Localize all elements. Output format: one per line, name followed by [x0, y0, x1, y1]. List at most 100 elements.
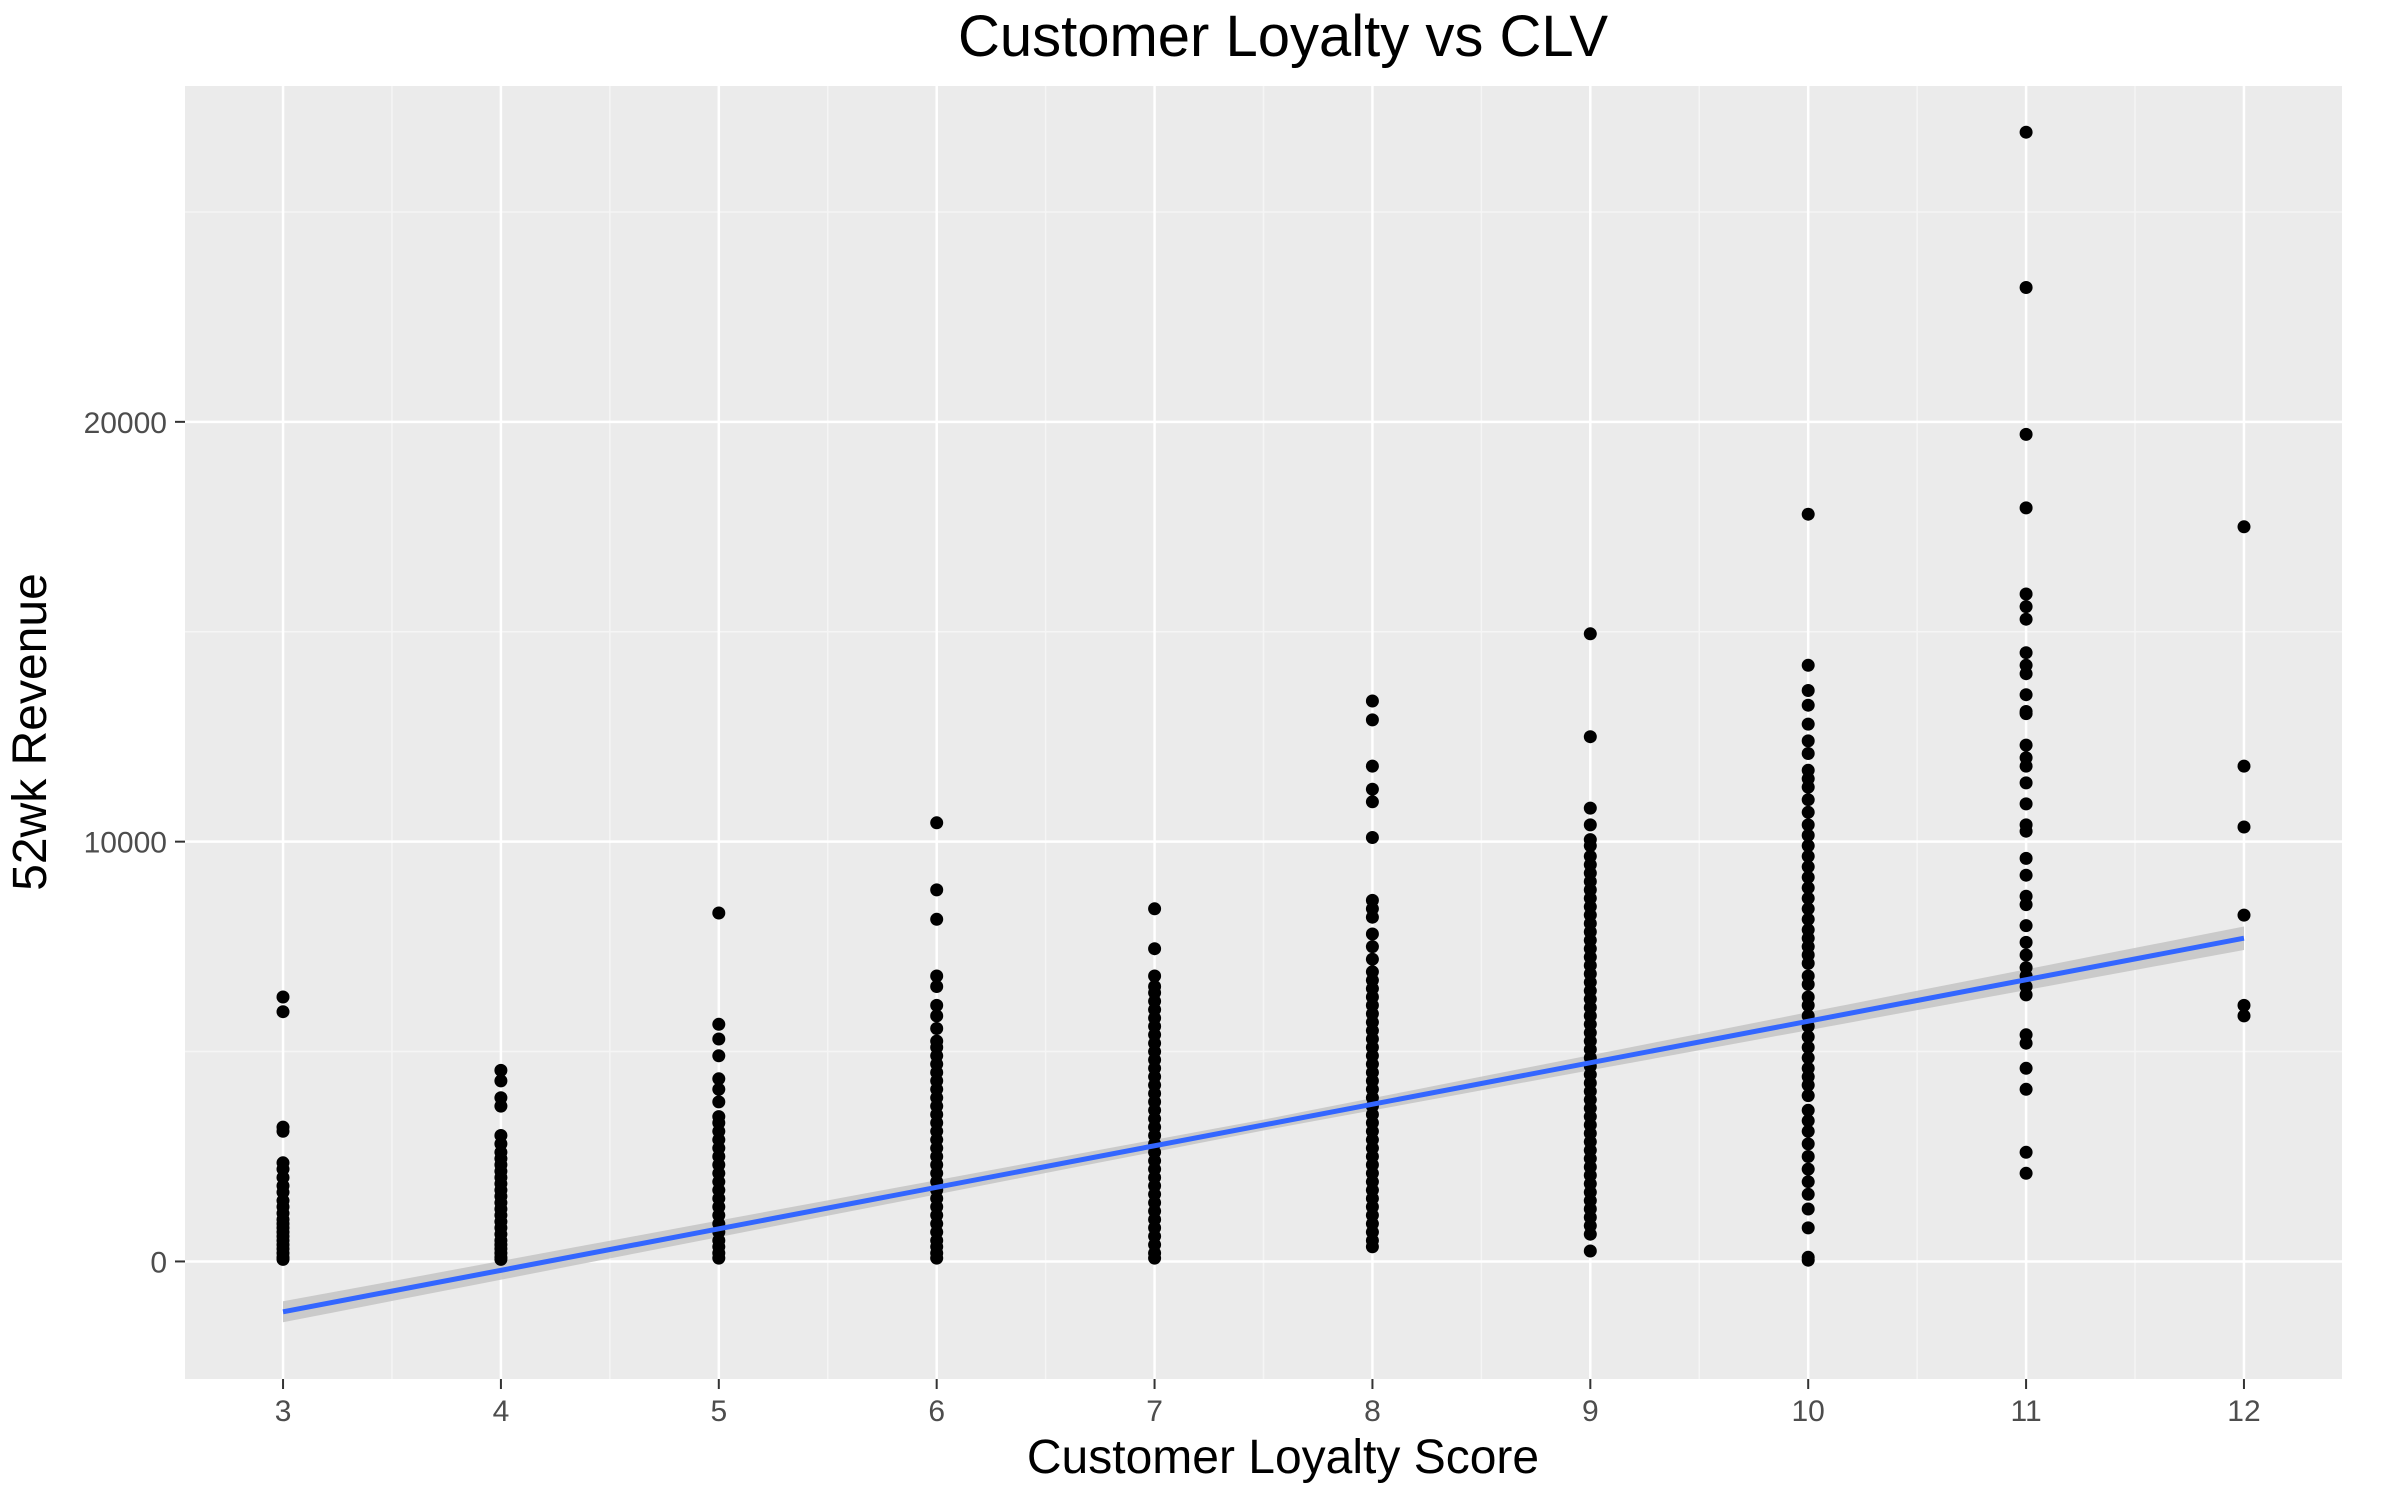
data-point — [1801, 1150, 1815, 1163]
data-point — [1801, 1221, 1815, 1235]
data-point — [1148, 942, 1162, 956]
data-point — [2019, 898, 2033, 912]
data-point — [1801, 902, 1815, 916]
data-point — [2019, 707, 2033, 721]
data-point — [1801, 1202, 1815, 1216]
y-tick-label: 0 — [150, 1246, 167, 1279]
data-point — [494, 1099, 508, 1113]
data-point — [2019, 281, 2033, 294]
data-point — [1801, 849, 1815, 863]
data-point — [2019, 501, 2033, 515]
data-point — [1801, 1114, 1815, 1128]
data-point — [930, 998, 944, 1012]
data-point — [2019, 1145, 2033, 1159]
data-point — [1583, 1227, 1597, 1241]
data-point — [2019, 688, 2033, 702]
data-point — [1365, 795, 1379, 809]
data-point — [1365, 1240, 1379, 1254]
data-point — [930, 969, 944, 983]
x-tick-label: 5 — [710, 1395, 727, 1428]
data-point — [2019, 868, 2033, 882]
data-point — [1801, 828, 1815, 842]
data-point — [1801, 747, 1815, 760]
data-point — [276, 990, 290, 1004]
data-point — [1801, 860, 1815, 874]
data-point — [276, 1005, 290, 1019]
data-point — [1801, 1162, 1815, 1176]
x-tick-label: 10 — [1792, 1395, 1825, 1428]
data-point — [1583, 1244, 1597, 1258]
data-point — [1801, 998, 1815, 1012]
data-point — [712, 1049, 726, 1063]
data-point — [494, 1074, 508, 1088]
data-point — [1801, 805, 1815, 819]
y-tick-label: 20000 — [84, 407, 167, 440]
data-point — [930, 1251, 944, 1265]
data-point — [1801, 734, 1815, 748]
x-tick-label: 9 — [1582, 1395, 1599, 1428]
data-point — [1801, 870, 1815, 884]
data-point — [712, 1032, 726, 1046]
y-tick-label: 10000 — [84, 827, 167, 860]
data-point — [1583, 801, 1597, 815]
data-point — [1801, 956, 1815, 970]
data-point — [712, 1082, 726, 1096]
y-axis-ticks: 0 10000 20000 — [84, 407, 185, 1279]
data-point — [2019, 797, 2033, 811]
data-point — [2237, 1009, 2251, 1023]
x-tick-label: 11 — [2010, 1395, 2041, 1428]
x-tick-label: 7 — [1146, 1395, 1163, 1428]
data-point — [930, 980, 944, 993]
data-point — [2019, 646, 2033, 660]
data-point — [1365, 910, 1379, 924]
data-point — [1365, 694, 1379, 708]
data-point — [2019, 776, 2033, 790]
data-point — [2237, 759, 2251, 773]
data-point — [1801, 793, 1815, 807]
data-point — [1365, 940, 1379, 954]
data-point — [1801, 507, 1815, 521]
data-point — [712, 906, 726, 920]
data-point — [1801, 912, 1815, 926]
trend-line-layer — [282, 935, 2245, 1315]
data-point — [1365, 952, 1379, 966]
data-point — [2019, 587, 2033, 601]
data-point — [930, 912, 944, 926]
data-point — [1801, 818, 1815, 832]
data-point — [2019, 427, 2033, 441]
data-point — [1801, 881, 1815, 895]
data-point — [1801, 1078, 1815, 1092]
data-point — [2019, 935, 2033, 949]
data-point — [1801, 1089, 1815, 1103]
data-point — [1365, 831, 1379, 844]
data-point — [1801, 1175, 1815, 1189]
data-point — [2019, 738, 2033, 752]
data-point — [2019, 612, 2033, 626]
data-point — [1801, 1137, 1815, 1151]
data-point — [1801, 1124, 1815, 1138]
data-point — [1801, 717, 1815, 731]
data-point — [712, 1072, 726, 1086]
data-point — [1801, 698, 1815, 712]
data-point — [2019, 759, 2033, 773]
x-tick-label: 6 — [928, 1395, 945, 1428]
data-point — [712, 1251, 726, 1265]
data-point — [494, 1252, 508, 1266]
data-point — [1801, 1103, 1815, 1117]
data-point — [494, 1063, 508, 1077]
data-point — [930, 883, 944, 897]
data-point — [2019, 919, 2033, 933]
data-point — [1801, 977, 1815, 991]
data-point — [2019, 988, 2033, 1002]
data-point — [1801, 1030, 1815, 1044]
y-axis-title: 52wk Revenue — [4, 573, 57, 891]
data-point — [930, 816, 944, 830]
data-point — [2237, 520, 2251, 534]
data-point — [1801, 839, 1815, 853]
data-point — [1365, 759, 1379, 773]
data-point — [2019, 1082, 2033, 1096]
data-point — [1365, 782, 1379, 796]
scatter-points — [276, 125, 2251, 1267]
